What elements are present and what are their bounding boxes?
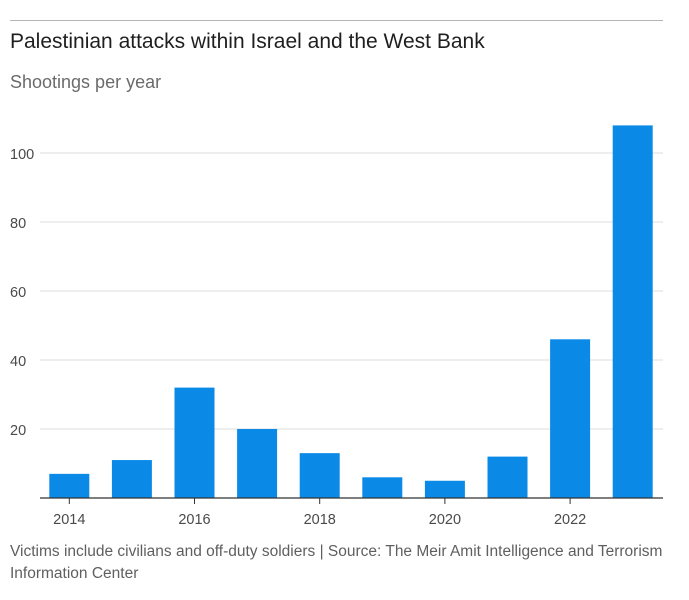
- bars: [49, 125, 653, 499]
- bar-2021: [487, 456, 528, 498]
- bar-2022: [550, 339, 591, 498]
- x-axis-tick-labels: 2014 2016 2018 2020 2022: [53, 512, 586, 528]
- bar-2015: [111, 460, 152, 498]
- y-axis-tick-labels: 20 40 60 80 100: [10, 147, 34, 439]
- x-tick-label: 2014: [53, 512, 85, 528]
- bar-2018: [299, 453, 340, 498]
- y-tick-label: 60: [10, 285, 26, 301]
- y-tick-label: 20: [10, 423, 26, 439]
- source-footnote: Victims include civilians and off-duty s…: [10, 543, 663, 582]
- x-tick-label: 2018: [304, 512, 336, 528]
- bar-2016: [174, 387, 215, 498]
- x-tick-label: 2016: [178, 512, 210, 528]
- chart-title: Palestinian attacks within Israel and th…: [10, 30, 485, 53]
- bar-2014: [49, 473, 90, 498]
- y-tick-label: 80: [10, 216, 26, 232]
- x-axis: [40, 497, 663, 504]
- bar-2019: [362, 477, 403, 498]
- y-tick-label: 100: [10, 147, 34, 163]
- chart-subtitle: Shootings per year: [10, 72, 162, 92]
- bar-chart: 20 40 60 80 100 2014 2016 2018 2020 2022: [10, 125, 663, 528]
- top-divider: [10, 20, 663, 21]
- y-tick-label: 40: [10, 354, 26, 370]
- x-tick-label: 2020: [429, 512, 461, 528]
- bar-2017: [237, 429, 278, 498]
- bar-2020: [424, 480, 465, 498]
- bar-2023: [612, 125, 653, 499]
- x-tick-label: 2022: [554, 512, 586, 528]
